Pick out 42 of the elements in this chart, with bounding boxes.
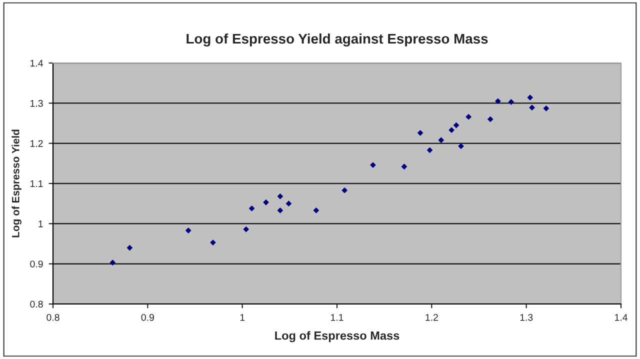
point	[401, 164, 408, 170]
y-tick-label: 0.9	[30, 260, 43, 268]
point	[277, 193, 284, 200]
point	[248, 205, 255, 212]
point	[417, 130, 424, 136]
point	[487, 116, 494, 122]
y-tick-label: 0.8	[30, 300, 43, 308]
point	[543, 105, 550, 112]
point	[426, 147, 433, 154]
x-tick-label: 1.4	[614, 314, 628, 321]
x-tick-label: 1.2	[426, 314, 438, 321]
x-axis-title: Log of Espresso Mass	[275, 331, 400, 342]
point	[438, 137, 444, 144]
point	[263, 199, 269, 206]
y-tick-label: 1.1	[30, 180, 43, 188]
point	[494, 98, 501, 104]
x-tick-label: 1.1	[330, 314, 344, 321]
x-tick-label: 0.8	[46, 314, 60, 321]
chart-title: Log of Espresso Yield against Espresso Mass	[186, 33, 488, 46]
y-tick-label: 1.3	[30, 100, 43, 107]
point	[126, 244, 133, 251]
point	[370, 162, 376, 168]
point	[448, 127, 454, 134]
point	[508, 99, 514, 105]
point	[458, 143, 464, 150]
point	[529, 104, 535, 111]
x-tick-label: 1.3	[520, 314, 533, 321]
point	[286, 200, 292, 207]
point	[185, 228, 192, 234]
x-tick-label: 1	[240, 314, 245, 321]
point	[527, 94, 534, 100]
y-tick-label: 1.2	[30, 140, 43, 147]
x-tick-label: 0.9	[141, 314, 154, 321]
point	[243, 226, 250, 232]
point	[466, 114, 472, 120]
point	[342, 187, 348, 194]
y-axis-title: Log of Espresso Yield	[12, 130, 22, 238]
point	[277, 207, 284, 214]
point	[313, 207, 320, 214]
point	[110, 260, 116, 266]
y-tick-label: 1	[38, 220, 43, 228]
y-tick-label: 1.4	[30, 60, 43, 67]
